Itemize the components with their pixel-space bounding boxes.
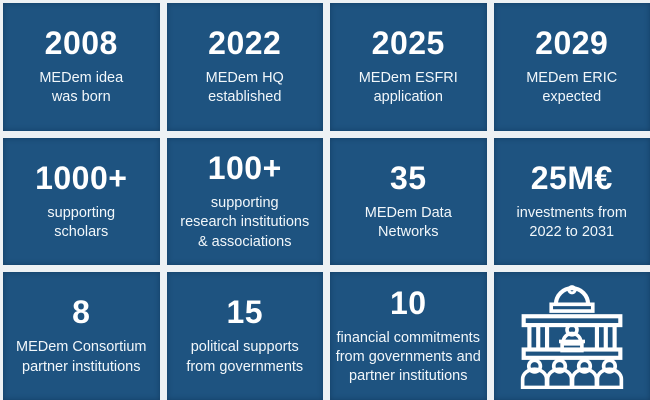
- stat-label: financial commitments from governments a…: [335, 329, 481, 385]
- stat-label: political supports from governments: [186, 339, 304, 375]
- stat-value: 1000+: [35, 159, 128, 196]
- stat-label: investments from 2022 to 2031: [516, 204, 627, 240]
- icon-card: [493, 272, 650, 400]
- stat-card: 2008 MEDem idea was born: [3, 3, 160, 131]
- stat-value: 100+: [207, 150, 282, 187]
- stat-label: MEDem Data Networks: [364, 204, 452, 240]
- stat-value: 15: [226, 294, 264, 331]
- parliament-audience-icon: [520, 285, 623, 390]
- stat-card: 25M€ investments from 2022 to 2031: [493, 137, 650, 266]
- stat-value: 8: [72, 294, 91, 331]
- stat-card: 2022 MEDem HQ established: [166, 3, 323, 131]
- stat-label: supporting research institutions & assoc…: [180, 194, 310, 250]
- stat-value: 2008: [44, 25, 118, 62]
- stat-label: supporting scholars: [47, 204, 116, 240]
- stat-card: 2029 MEDem ERIC expected: [493, 3, 650, 131]
- stat-value: 2025: [371, 25, 445, 62]
- stat-label: MEDem HQ established: [205, 69, 284, 106]
- stat-label: MEDem Consortium partner institutions: [15, 339, 147, 375]
- stat-label: MEDem ERIC expected: [526, 69, 618, 106]
- stat-card: 15 political supports from governments: [166, 272, 323, 400]
- stat-label: MEDem ESFRI application: [358, 69, 458, 106]
- stat-value: 2022: [208, 25, 282, 62]
- stat-label: MEDem idea was born: [39, 69, 124, 106]
- stat-card: 1000+ supporting scholars: [3, 137, 160, 266]
- stat-card: 10 financial commitments from government…: [330, 272, 487, 400]
- stat-value: 35: [389, 159, 427, 196]
- stat-value: 2029: [535, 25, 609, 62]
- stat-card: 100+ supporting research institutions & …: [166, 137, 323, 266]
- stat-card: 35 MEDem Data Networks: [330, 137, 487, 266]
- stat-value: 10: [389, 284, 427, 321]
- stat-card: 2025 MEDem ESFRI application: [330, 3, 487, 131]
- stat-value: 25M€: [530, 159, 613, 196]
- stat-card: 8 MEDem Consortium partner institutions: [3, 272, 160, 400]
